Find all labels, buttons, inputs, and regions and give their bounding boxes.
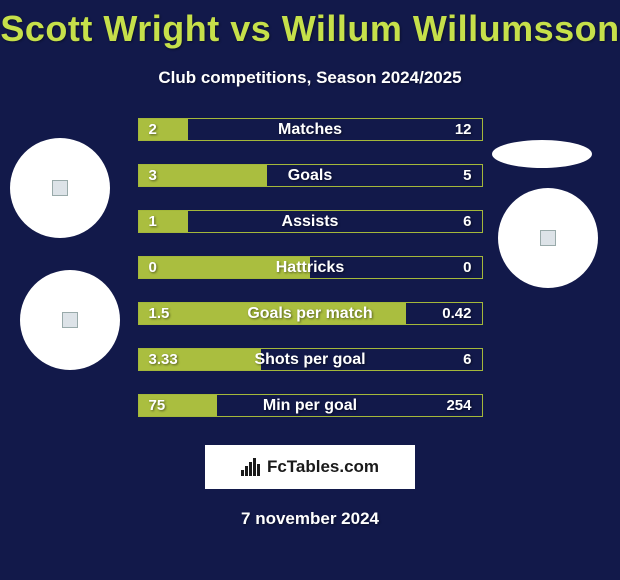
stat-row: 1Assists6 — [138, 210, 483, 233]
stat-value-right: 0 — [463, 259, 471, 276]
stat-label: Assists — [139, 213, 482, 231]
stat-label: Hattricks — [139, 259, 482, 277]
stat-row: 3Goals5 — [138, 164, 483, 187]
stat-value-right: 12 — [455, 121, 472, 138]
brand-badge: FcTables.com — [205, 445, 415, 489]
brand-name: FcTables.com — [267, 457, 379, 477]
player2-avatar-bottom — [498, 188, 598, 288]
stat-label: Goals per match — [139, 305, 482, 323]
image-placeholder-icon — [540, 230, 556, 246]
image-placeholder-icon — [52, 180, 68, 196]
stat-row: 0Hattricks0 — [138, 256, 483, 279]
stat-value-right: 254 — [446, 397, 471, 414]
stat-row: 2Matches12 — [138, 118, 483, 141]
stat-value-right: 6 — [463, 213, 471, 230]
stats-bars: 2Matches12 3Goals5 1Assists6 0Hattricks0 1.5… — [138, 118, 483, 417]
player1-avatar-bottom — [20, 270, 120, 370]
page-subtitle: Club competitions, Season 2024/2025 — [0, 68, 620, 88]
stat-row: 3.33Shots per goal6 — [138, 348, 483, 371]
stat-value-right: 5 — [463, 167, 471, 184]
stat-value-right: 6 — [463, 351, 471, 368]
image-placeholder-icon — [62, 312, 78, 328]
stat-label: Goals — [139, 167, 482, 185]
player2-avatar-top — [492, 140, 592, 168]
stat-value-right: 0.42 — [442, 305, 471, 322]
stat-label: Shots per goal — [139, 351, 482, 369]
stat-row: 1.5Goals per match0.42 — [138, 302, 483, 325]
brand-logo-icon — [241, 458, 261, 476]
stat-label: Matches — [139, 121, 482, 139]
player1-avatar-top — [10, 138, 110, 238]
stat-label: Min per goal — [139, 397, 482, 415]
date-label: 7 november 2024 — [0, 509, 620, 529]
stat-row: 75Min per goal254 — [138, 394, 483, 417]
comparison-content: 2Matches12 3Goals5 1Assists6 0Hattricks0 1.5… — [0, 118, 620, 417]
page-title: Scott Wright vs Willum Willumsson — [0, 0, 620, 50]
